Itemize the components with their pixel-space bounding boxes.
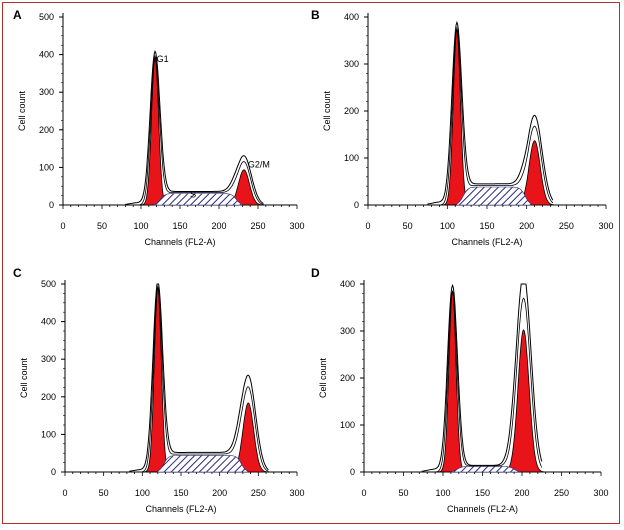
histogram-outline — [427, 20, 554, 205]
y-axis-label: Cell count — [318, 357, 328, 398]
x-axis-label: Channels (FL2-A) — [447, 504, 518, 514]
x-tick-label: 250 — [554, 488, 569, 498]
x-tick-label: 150 — [479, 221, 494, 231]
y-tick-label: 400 — [39, 50, 54, 60]
y-axis-label: Cell count — [322, 90, 332, 131]
y-tick-label: 200 — [344, 106, 359, 116]
x-tick-label: 50 — [403, 221, 413, 231]
phase-annotation: S — [190, 189, 196, 199]
y-axis-label: Cell count — [19, 357, 29, 398]
x-tick-label: 150 — [172, 221, 187, 231]
x-tick-label: 0 — [60, 221, 65, 231]
figure-frame: A 0 50 100 150 200 250 300 0 100 200 300 400 500 Chann… — [2, 2, 620, 524]
histogram-panel-d: D 0 50 100 150 200 250 300 0 100 200 300 400 Channels… — [311, 266, 609, 514]
panel-label: C — [13, 266, 22, 280]
x-tick-label: 50 — [97, 221, 107, 231]
y-tick-label: 500 — [39, 12, 54, 22]
histogram-fit-line — [129, 285, 269, 473]
y-tick-label: 300 — [340, 326, 355, 336]
x-tick-label: 250 — [250, 221, 265, 231]
y-tick-label: 400 — [340, 279, 355, 289]
phase-annotation: G2/M — [248, 159, 270, 169]
x-axis-label: Channels (FL2-A) — [144, 237, 215, 247]
figure-canvas: A0 50 100 150 200 250 3000100200300400500Chann… — [13, 8, 614, 514]
x-tick-label: 200 — [514, 488, 529, 498]
x-tick-label: 200 — [211, 221, 226, 231]
x-tick-label: 150 — [173, 488, 188, 498]
x-tick-label: 300 — [598, 221, 613, 231]
y-tick-label: 0 — [350, 467, 355, 477]
y-tick-label: 0 — [51, 467, 56, 477]
histogram-outline — [421, 283, 543, 472]
s-phase-fill — [450, 466, 521, 473]
x-tick-label: 200 — [519, 221, 534, 231]
histogram-fit-line — [125, 54, 264, 206]
s-phase-fill — [154, 193, 243, 206]
x-axis-label: Channels (FL2-A) — [451, 237, 522, 247]
y-tick-label: 200 — [41, 392, 56, 402]
histogram-panel-b: B 0 50 100 150 200 250 300 0 100 200 300 400 Channels… — [311, 8, 614, 247]
y-tick-label: 500 — [41, 279, 56, 289]
x-tick-label: 300 — [289, 488, 304, 498]
panel-label: A — [13, 8, 22, 22]
y-tick-label: 100 — [41, 429, 56, 439]
histogram-outline — [125, 49, 264, 205]
x-tick-label: 0 — [62, 488, 67, 498]
y-tick-label: 100 — [340, 420, 355, 430]
y-tick-label: 300 — [39, 87, 54, 97]
panel-label: B — [311, 8, 320, 22]
y-tick-label: 300 — [41, 354, 56, 364]
histogram-panel-c: C 0 50 100 150 200 250 300 0 100 200 300 400 500 Chann… — [13, 266, 305, 514]
s-phase-fill — [157, 455, 248, 473]
x-tick-label: 50 — [99, 488, 109, 498]
x-tick-label: 100 — [133, 221, 148, 231]
x-tick-label: 250 — [559, 221, 574, 231]
y-tick-label: 400 — [344, 12, 359, 22]
x-tick-label: 0 — [361, 488, 366, 498]
x-tick-label: 100 — [135, 488, 150, 498]
y-tick-label: 400 — [41, 317, 56, 327]
histogram-fit-line — [421, 289, 543, 473]
histogram-panel-a: A 0 50 100 150 200 250 300 0 100 200 300 400 500 Chann… — [13, 8, 305, 247]
x-axis-label: Channels (FL2-A) — [145, 504, 216, 514]
y-tick-label: 200 — [39, 125, 54, 135]
histogram-outline — [129, 283, 269, 472]
x-tick-label: 300 — [289, 221, 304, 231]
y-axis-label: Cell count — [17, 90, 27, 131]
x-tick-label: 300 — [593, 488, 608, 498]
y-tick-label: 0 — [354, 200, 359, 210]
x-tick-label: 0 — [365, 221, 370, 231]
phase-annotation: G1 — [157, 54, 169, 64]
x-tick-label: 100 — [440, 221, 455, 231]
y-tick-label: 100 — [344, 153, 359, 163]
y-tick-label: 100 — [39, 162, 54, 172]
s-phase-fill — [456, 186, 532, 206]
y-tick-label: 200 — [340, 373, 355, 383]
x-tick-label: 250 — [251, 488, 266, 498]
x-tick-label: 200 — [212, 488, 227, 498]
x-tick-label: 150 — [475, 488, 490, 498]
y-tick-label: 300 — [344, 59, 359, 69]
histogram-fit-line — [427, 26, 554, 206]
x-tick-label: 100 — [435, 488, 450, 498]
y-tick-label: 0 — [49, 200, 54, 210]
x-tick-label: 50 — [398, 488, 408, 498]
panel-label: D — [311, 266, 320, 280]
